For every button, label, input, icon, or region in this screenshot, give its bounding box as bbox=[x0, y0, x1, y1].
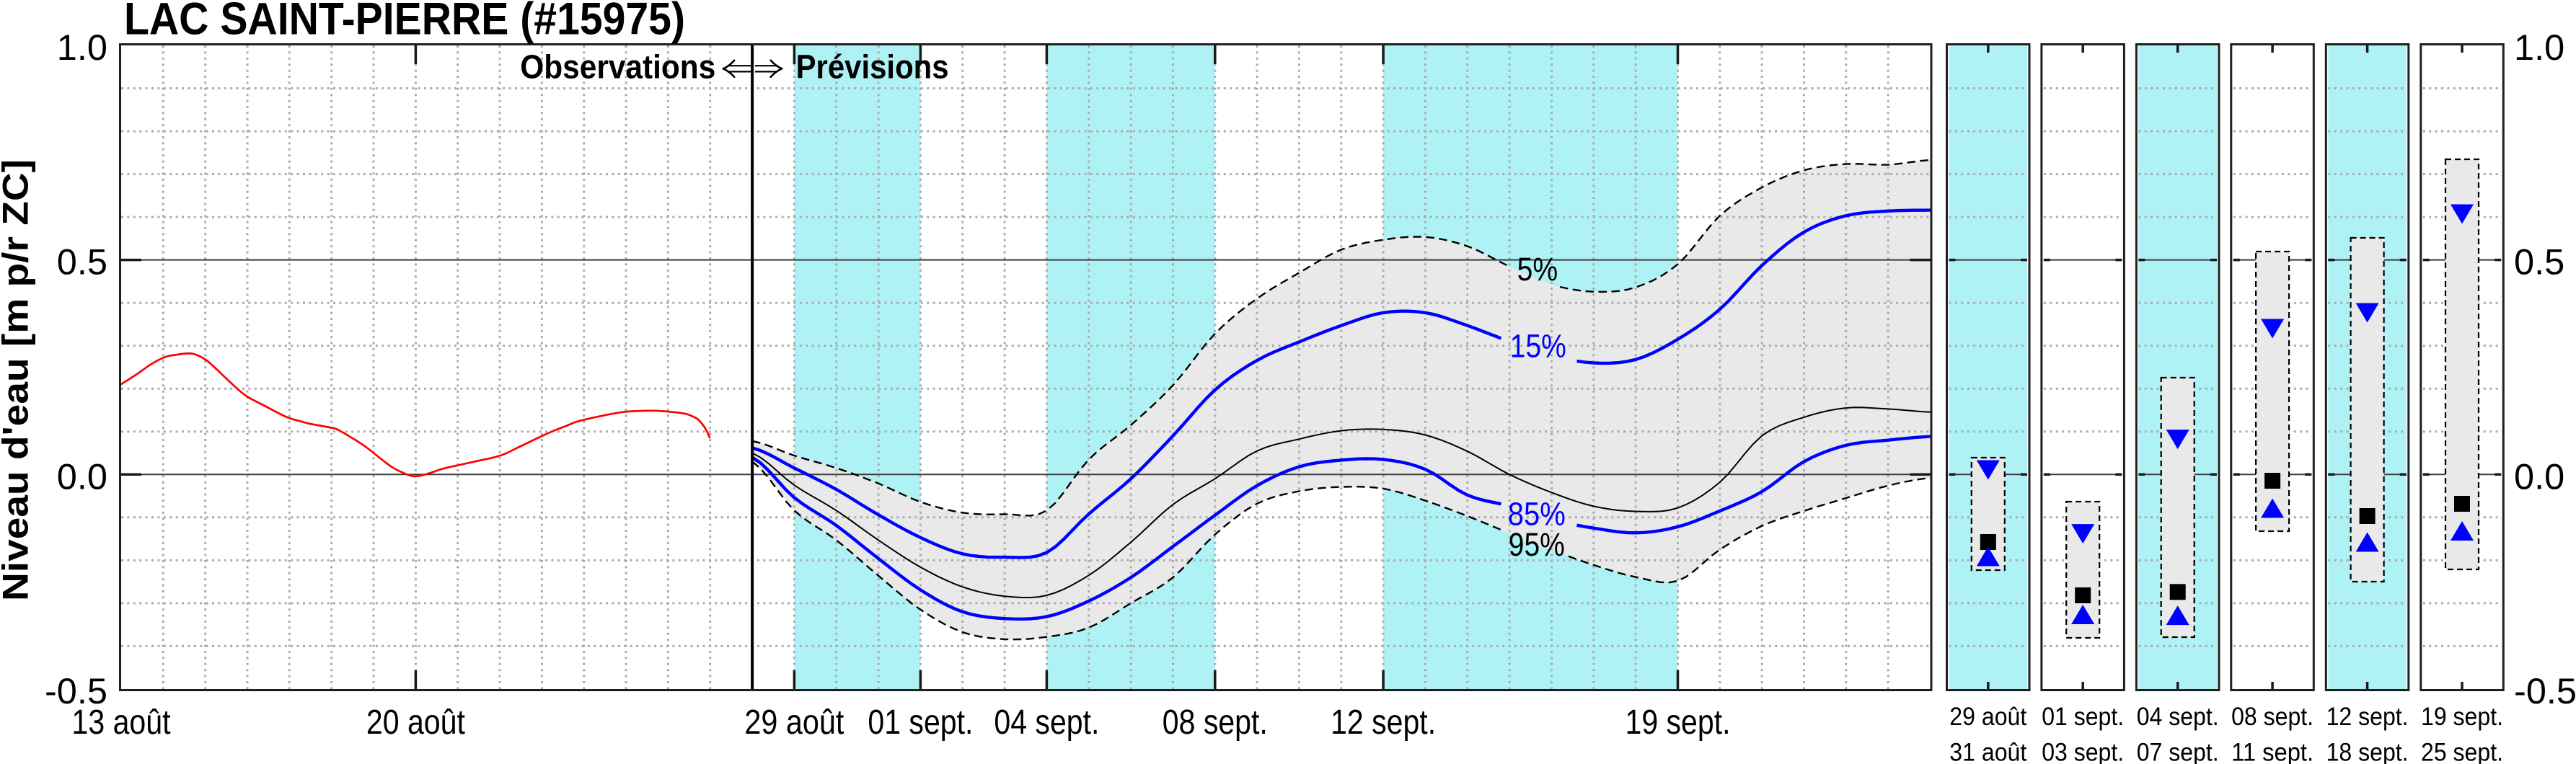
svg-text:08 sept.: 08 sept. bbox=[1163, 703, 1268, 742]
svg-text:07 sept.: 07 sept. bbox=[2137, 739, 2219, 764]
svg-text:-0.5: -0.5 bbox=[2514, 670, 2576, 711]
svg-text:29 août: 29 août bbox=[744, 703, 844, 742]
svg-text:5%: 5% bbox=[1517, 251, 1558, 288]
svg-text:15%: 15% bbox=[1510, 328, 1566, 365]
svg-text:18 sept.: 18 sept. bbox=[2326, 739, 2409, 764]
svg-text:29 août: 29 août bbox=[1949, 703, 2026, 731]
svg-text:85%: 85% bbox=[1508, 496, 1566, 533]
svg-text:08 sept.: 08 sept. bbox=[2231, 703, 2313, 731]
svg-text:LAC SAINT-PIERRE (#15975): LAC SAINT-PIERRE (#15975) bbox=[124, 0, 685, 45]
svg-text:01 sept.: 01 sept. bbox=[2042, 703, 2124, 731]
svg-text:-0.5: -0.5 bbox=[45, 670, 107, 711]
svg-text:04 sept.: 04 sept. bbox=[2137, 703, 2219, 731]
svg-text:13 août: 13 août bbox=[72, 703, 171, 742]
svg-text:25 sept.: 25 sept. bbox=[2421, 739, 2503, 764]
svg-text:31 août: 31 août bbox=[1949, 739, 2026, 764]
svg-text:Observations: Observations bbox=[520, 48, 715, 85]
svg-text:03 sept.: 03 sept. bbox=[2042, 739, 2124, 764]
svg-text:0.5: 0.5 bbox=[2514, 241, 2564, 283]
svg-text:20 août: 20 août bbox=[366, 703, 465, 742]
svg-text:0.0: 0.0 bbox=[2514, 456, 2564, 497]
svg-text:11 sept.: 11 sept. bbox=[2231, 739, 2313, 764]
svg-text:12 sept.: 12 sept. bbox=[1331, 703, 1436, 742]
svg-text:1.0: 1.0 bbox=[57, 27, 107, 68]
svg-text:19 sept.: 19 sept. bbox=[1626, 703, 1731, 742]
svg-text:0.5: 0.5 bbox=[57, 241, 107, 283]
svg-text:04 sept.: 04 sept. bbox=[994, 703, 1099, 742]
svg-text:Prévisions: Prévisions bbox=[796, 48, 949, 85]
svg-text:19 sept.: 19 sept. bbox=[2421, 703, 2503, 731]
svg-text:12 sept.: 12 sept. bbox=[2326, 703, 2409, 731]
svg-text:Niveau d'eau [m p/r ZC]: Niveau d'eau [m p/r ZC] bbox=[0, 159, 36, 601]
svg-text:95%: 95% bbox=[1509, 526, 1565, 563]
svg-text:1.0: 1.0 bbox=[2514, 27, 2564, 68]
svg-text:0.0: 0.0 bbox=[57, 456, 107, 497]
svg-text:01 sept.: 01 sept. bbox=[868, 703, 973, 742]
